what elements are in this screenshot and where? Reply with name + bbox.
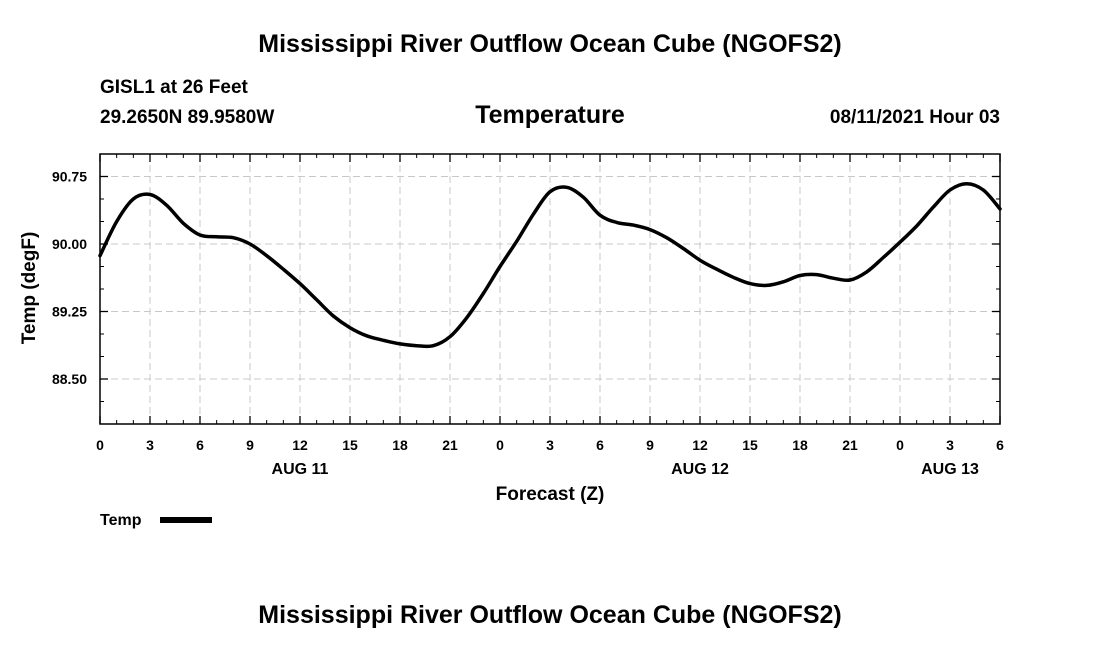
x-tick-label: 3	[146, 437, 154, 453]
date-label: AUG 13	[921, 461, 979, 478]
date-label: AUG 12	[671, 461, 729, 478]
x-axis-label: Forecast (Z)	[496, 484, 605, 505]
legend-swatch	[160, 517, 212, 523]
x-tick-label: 18	[392, 437, 408, 453]
y-tick-label: 88.50	[52, 371, 87, 387]
variable-title: Temperature	[475, 101, 625, 129]
x-tick-label: 9	[646, 437, 654, 453]
x-tick-label: 21	[442, 437, 458, 453]
x-tick-label: 12	[292, 437, 308, 453]
x-tick-label: 15	[342, 437, 358, 453]
x-tick-label: 3	[946, 437, 954, 453]
y-tick-label: 90.00	[52, 236, 87, 252]
x-tick-label: 0	[96, 437, 104, 453]
x-tick-label: 0	[896, 437, 904, 453]
y-tick-labels: 90.75 90.00 89.25 88.50	[52, 169, 87, 388]
y-tick-label: 89.25	[52, 304, 87, 320]
x-tick-label: 18	[792, 437, 808, 453]
y-axis-label: Temp (degF)	[19, 232, 40, 345]
x-tick-label: 21	[842, 437, 858, 453]
forecast-datetime: 08/11/2021 Hour 03	[829, 107, 1000, 128]
x-tick-labels: 0 3 6 9 12 15 18 21 0 3 6 9 12 15 18 21 0 3 6	[96, 437, 1004, 453]
x-tick-label: 6	[196, 437, 204, 453]
date-labels: AUG 11 AUG 12 AUG 13	[272, 461, 979, 478]
x-tick-label: 3	[546, 437, 554, 453]
x-tick-label: 12	[692, 437, 708, 453]
grid-lines	[100, 154, 1000, 424]
x-tick-label: 6	[596, 437, 604, 453]
x-tick-label: 15	[742, 437, 758, 453]
chart-title-bottom: Mississippi River Outflow Ocean Cube (NG…	[258, 601, 842, 629]
x-tick-label: 6	[996, 437, 1004, 453]
chart-title-top: Mississippi River Outflow Ocean Cube (NG…	[258, 30, 842, 58]
legend-label: Temp	[100, 512, 142, 529]
y-tick-label: 90.75	[52, 169, 87, 185]
date-label: AUG 11	[272, 461, 329, 478]
x-tick-label: 0	[496, 437, 504, 453]
axis-ticks	[99, 153, 1001, 425]
x-tick-label: 9	[246, 437, 254, 453]
station-coords: 29.2650N 89.9580W	[100, 107, 275, 128]
station-label: GISL1 at 26 Feet	[100, 77, 248, 98]
series-line-temp	[98, 181, 1002, 349]
